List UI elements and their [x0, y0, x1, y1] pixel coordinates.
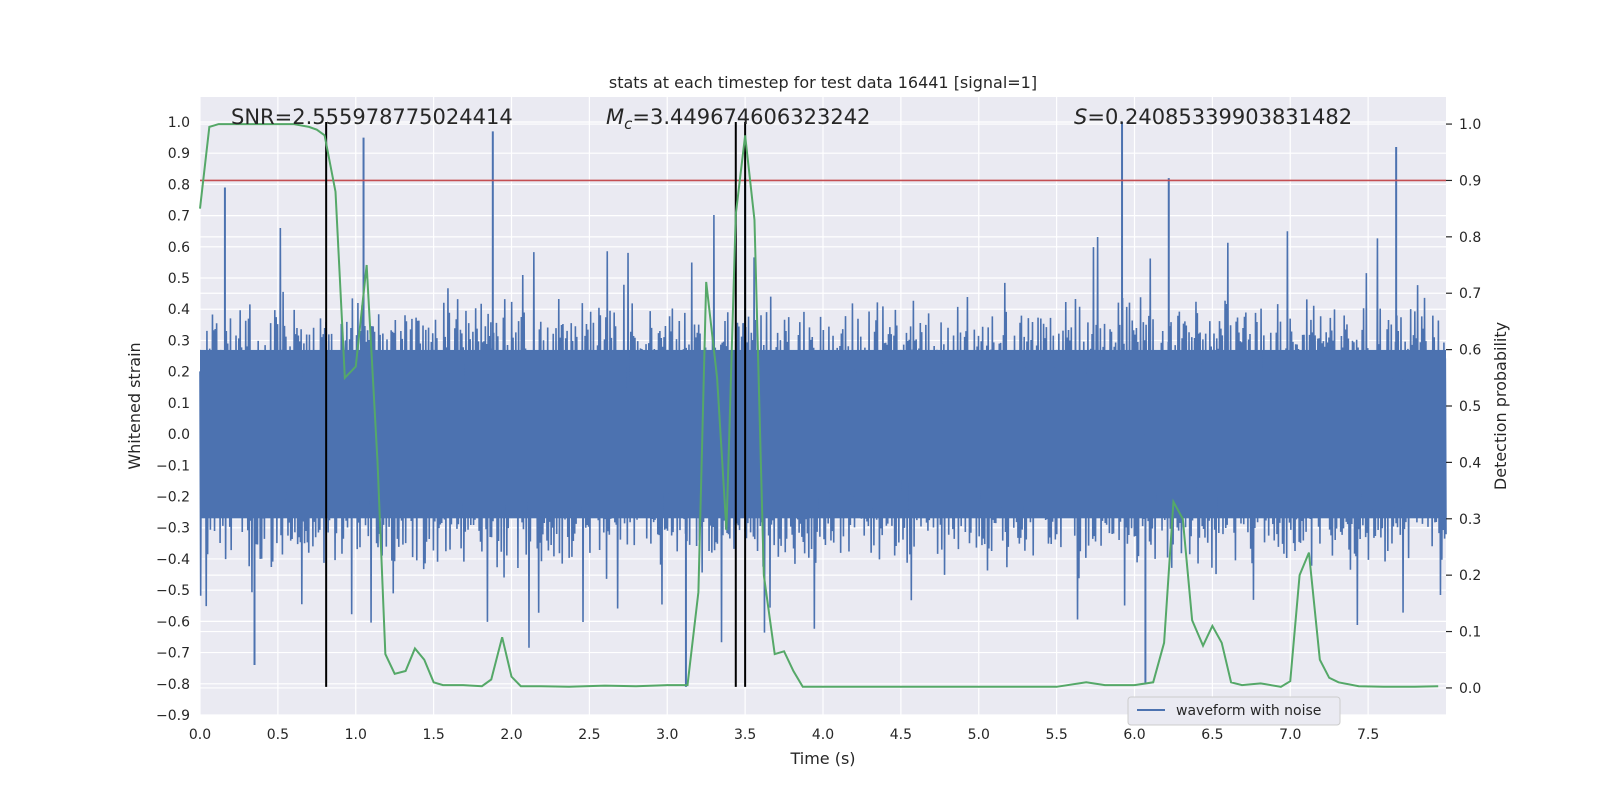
legend-entry: waveform with noise [1176, 703, 1321, 719]
y-left-tick-label: −0.4 [156, 552, 190, 568]
y-right-tick-label: 0.1 [1459, 625, 1481, 641]
y-right-tick-label: 1.0 [1459, 117, 1481, 133]
y-right-tick-label: 0.2 [1459, 568, 1481, 584]
x-tick-label: 1.0 [345, 727, 367, 743]
y-left-tick-label: 0.4 [168, 302, 190, 318]
chirp-mass-subscript: c [624, 115, 633, 133]
y-left-tick-label: 0.9 [168, 146, 190, 162]
y-left-tick-label: 0.7 [168, 209, 190, 225]
y-left-tick-label: −0.8 [156, 677, 190, 693]
chirp-mass-annotation: Mc=3.449674606323242 [606, 105, 870, 133]
x-tick-label: 3.0 [656, 727, 678, 743]
x-tick-label: 4.5 [890, 727, 912, 743]
y-left-tick-label: 1.0 [168, 115, 190, 131]
y-left-axis-label: Whitened strain [125, 342, 144, 469]
y-left-tick-label: −0.5 [156, 583, 190, 599]
x-tick-label: 0.0 [189, 727, 211, 743]
chirp-mass-value: =3.449674606323242 [632, 105, 870, 129]
x-axis-label: Time (s) [789, 749, 855, 768]
x-tick-labels: 0.0 0.5 1.0 1.5 2.0 2.5 3.0 3.5 4.0 4.5 5.0 5.5 6.0 6… [189, 727, 1379, 743]
y-right-tick-label: 0.8 [1459, 230, 1481, 246]
s-symbol: S [1074, 105, 1087, 129]
y-left-tick-label: −0.3 [156, 521, 190, 537]
x-tick-label: 6.5 [1201, 727, 1223, 743]
y-left-tick-label: 0.6 [168, 240, 190, 256]
y-right-tick-label: 0.4 [1459, 455, 1481, 471]
x-tick-label: 2.0 [500, 727, 522, 743]
y-left-tick-label: −0.1 [156, 458, 190, 474]
x-tick-label: 7.0 [1279, 727, 1301, 743]
x-tick-label: 7.5 [1357, 727, 1379, 743]
probability-series [199, 123, 1439, 688]
y-left-tick-label: 0.8 [168, 177, 190, 193]
y-right-tick-label: 0.9 [1459, 173, 1481, 189]
probability-line [199, 123, 1439, 688]
y-left-tick-label: −0.9 [156, 708, 190, 724]
x-tick-label: 5.5 [1045, 727, 1067, 743]
s-value: =0.24085339903831482 [1087, 105, 1352, 129]
x-tick-label: 0.5 [267, 727, 289, 743]
x-tick-label: 5.0 [968, 727, 990, 743]
x-tick-label: 6.0 [1123, 727, 1145, 743]
x-tick-label: 3.5 [734, 727, 756, 743]
chart-title: stats at each timestep for test data 164… [609, 73, 1037, 92]
legend: waveform with noise [1127, 696, 1341, 726]
y-right-tick-label: 0.3 [1459, 512, 1481, 528]
y-left-tick-labels: −0.9 −0.8 −0.7 −0.6 −0.5 −0.4 −0.3 −0.2 −0.1 0.0 0… [156, 115, 190, 724]
y-right-tick-label: 0.7 [1459, 286, 1481, 302]
y-left-tick-label: 0.3 [168, 333, 190, 349]
y-right-tick-label: 0.0 [1459, 681, 1481, 697]
y-left-tick-label: 0.5 [168, 271, 190, 287]
y-left-tick-label: 0.2 [168, 365, 190, 381]
snr-annotation: SNR=2.555978775024414 [231, 105, 513, 129]
x-tick-label: 4.0 [812, 727, 834, 743]
y-left-tick-label: 0.1 [168, 396, 190, 412]
x-tick-label: 2.5 [578, 727, 600, 743]
y-left-tick-label: −0.2 [156, 490, 190, 506]
s-annotation: S=0.24085339903831482 [1074, 105, 1352, 129]
y-right-axis-label: Detection probability [1491, 322, 1510, 490]
legend-box [1127, 696, 1341, 726]
y-left-tick-label: −0.6 [156, 614, 190, 630]
y-left-tick-label: 0.0 [168, 427, 190, 443]
x-tick-label: 1.5 [422, 727, 444, 743]
y-left-tick-label: −0.7 [156, 646, 190, 662]
y-right-tick-labels: 0.0 0.1 0.2 0.3 0.4 0.5 0.6 0.7 0.8 0.9 1.0 [1446, 117, 1481, 697]
y-right-tick-label: 0.6 [1459, 343, 1481, 359]
y-right-tick-label: 0.5 [1459, 399, 1481, 415]
chirp-mass-symbol: M [606, 105, 624, 129]
strain-line [199, 214, 1447, 648]
